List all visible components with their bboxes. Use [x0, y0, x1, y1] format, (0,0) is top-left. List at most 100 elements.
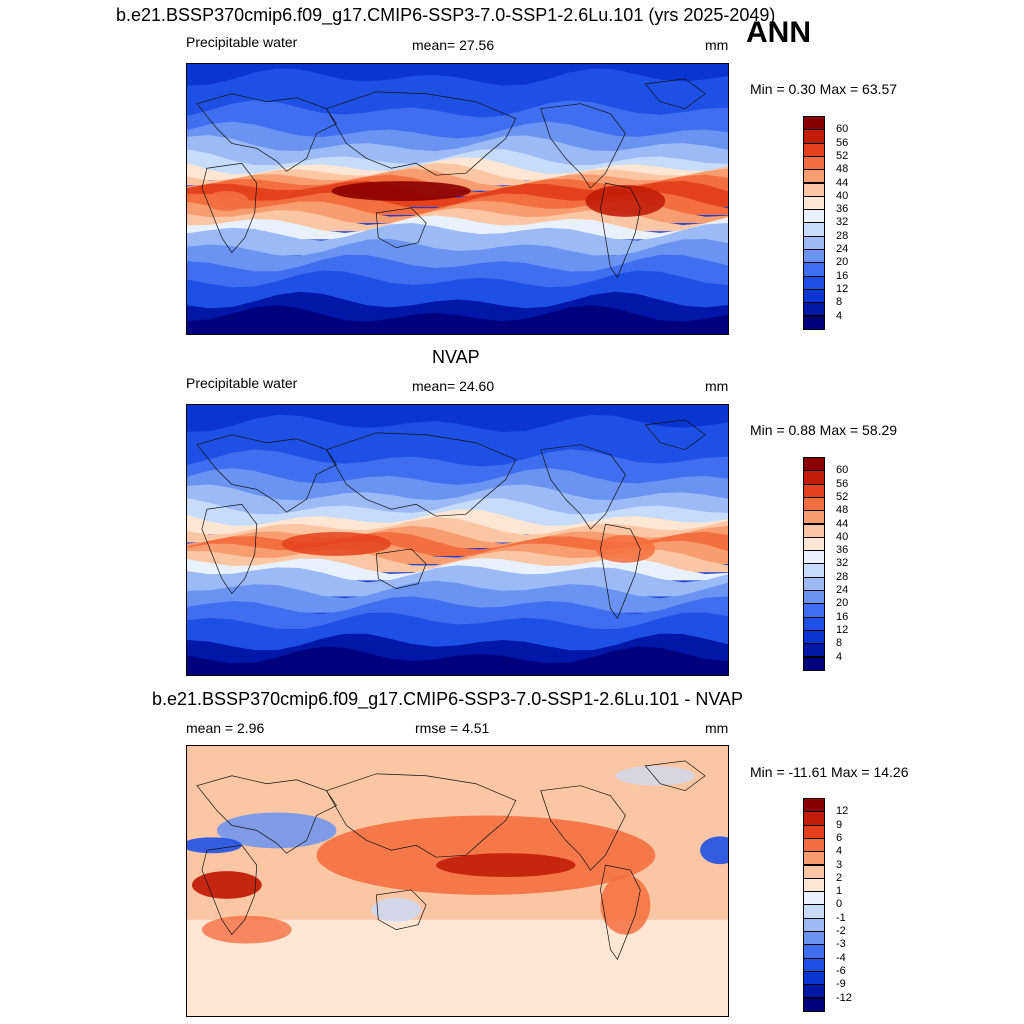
- contour-band: [187, 223, 728, 256]
- coastline: [540, 444, 626, 530]
- colorbar-swatch: [803, 837, 825, 853]
- colorbar-swatch: [803, 129, 825, 144]
- colorbar-swatch: [803, 315, 825, 330]
- colorbar-swatch: [803, 877, 825, 893]
- colorbar-swatch: [803, 249, 825, 264]
- colorbar-swatch: [803, 155, 825, 171]
- colorbar-tick-label: 2: [836, 871, 843, 884]
- colorbar-tick-label: 40: [836, 189, 849, 202]
- colorbar-tick-label: 1: [836, 885, 843, 898]
- contour-feature: [204, 191, 249, 211]
- coastline: [644, 78, 706, 110]
- contour-feature: [700, 836, 728, 865]
- colorbar-tick-label: 60: [836, 464, 849, 477]
- colorbar-swatch: [803, 302, 825, 317]
- colorbar-tick-label: 4: [836, 309, 843, 322]
- panel-2-minmax: Min = 0.88 Max = 58.29: [750, 422, 898, 438]
- colorbar-swatch: [803, 550, 825, 565]
- colorbar-tick-label: -1: [836, 911, 846, 924]
- colorbar-tick-label: 24: [836, 584, 849, 596]
- colorbar-swatch: [803, 891, 825, 906]
- colorbar-swatch: [803, 917, 825, 932]
- contour-band: [187, 596, 728, 629]
- colorbar-tick-label: 56: [836, 136, 849, 149]
- colorbar-tick-label: 36: [836, 203, 849, 216]
- panel-1-variable-label: Precipitable water: [186, 34, 298, 50]
- colorbar-tick-label: 52: [836, 490, 849, 503]
- colorbar-swatch: [803, 142, 825, 157]
- colorbar-swatch: [803, 997, 825, 1012]
- season-label: ANN: [746, 16, 811, 49]
- colorbar-tick-label: -3: [836, 938, 846, 951]
- panel-2-units-label: mm: [705, 378, 729, 394]
- coastline: [644, 419, 706, 451]
- colorbar-tick-label: 20: [836, 597, 849, 610]
- colorbar-swatch: [803, 576, 825, 591]
- coastline: [375, 207, 427, 249]
- colorbar-swatch: [803, 590, 825, 605]
- panel-3-minmax: Min = -11.61 Max = 14.26: [750, 764, 909, 780]
- coastline: [540, 785, 626, 871]
- colorbar-swatch: [803, 563, 825, 578]
- colorbar-swatch: [803, 457, 825, 472]
- contour-band: [187, 449, 728, 486]
- colorbar-swatch: [803, 851, 825, 866]
- colorbar-swatch: [803, 824, 825, 839]
- panel-2-title: NVAP: [432, 347, 480, 367]
- contour-band: [187, 100, 728, 140]
- colorbar-swatch: [803, 656, 825, 671]
- panel-1-minmax: Min = 0.30 Max = 63.57: [750, 81, 898, 97]
- colorbar-swatch: [803, 182, 825, 197]
- coastline: [644, 760, 706, 792]
- panel-3-mean-label: mean = 2.96: [186, 720, 265, 736]
- panel-1-title: b.e21.BSSP370cmip6.f09_g17.CMIP6-SSP3-7.…: [116, 5, 776, 25]
- colorbar-swatch: [803, 209, 825, 224]
- contour-feature: [600, 875, 651, 935]
- colorbar-tick-label: 16: [836, 610, 849, 623]
- colorbar-swatch: [803, 629, 825, 645]
- coastline: [196, 93, 337, 172]
- colorbar-tick-label: 24: [836, 243, 849, 255]
- contour-band: [187, 305, 728, 334]
- colorbar-tick-label: 16: [836, 269, 849, 282]
- coastline: [201, 162, 258, 254]
- coastline: [196, 775, 337, 854]
- colorbar-tick-label: 40: [836, 530, 849, 543]
- colorbar-tick-label: 52: [836, 149, 849, 162]
- contour-band: [187, 646, 728, 675]
- colorbar-tick-label: -4: [836, 951, 846, 964]
- colorbar-swatch: [803, 798, 825, 813]
- panel-3-colorbar: -12 -9 -6 -4 -3 -2 -1 0 1 2 3 4 6 9 12: [803, 798, 852, 1012]
- colorbar-tick-label: 4: [836, 845, 843, 858]
- colorbar-swatch: [803, 643, 825, 658]
- colorbar-tick-label: 32: [836, 216, 849, 229]
- contour-feature: [585, 185, 666, 217]
- panel-3-title: b.e21.BSSP370cmip6.f09_g17.CMIP6-SSP3-7.…: [152, 689, 744, 709]
- colorbar-tick-label: 48: [836, 163, 849, 176]
- colorbar-tick-label: 0: [836, 898, 843, 911]
- colorbar-swatch: [803, 864, 825, 879]
- colorbar-swatch: [803, 984, 825, 999]
- colorbar-swatch: [803, 603, 825, 618]
- contour-feature: [191, 871, 262, 899]
- panel-3-units-label: mm: [705, 720, 729, 736]
- colorbar-tick-label: 44: [836, 517, 849, 530]
- panel-1-units-label: mm: [705, 37, 729, 53]
- colorbar-tick-label: -9: [836, 978, 846, 991]
- contour-feature: [201, 915, 292, 944]
- contour-band: [187, 121, 728, 153]
- coastline: [196, 434, 337, 513]
- coastline: [600, 864, 641, 961]
- panel-3-rmse-label: rmse = 4.51: [415, 720, 490, 736]
- colorbar-tick-label: 44: [836, 176, 849, 189]
- colorbar-tick-label: 6: [836, 831, 843, 844]
- colorbar-tick-label: 60: [836, 123, 849, 136]
- coastline: [600, 182, 641, 279]
- coastline: [325, 773, 517, 858]
- colorbar-swatch: [803, 470, 825, 485]
- contour-feature: [281, 532, 392, 556]
- colorbar-tick-label: -6: [836, 964, 846, 977]
- panel-1-map: [186, 63, 729, 335]
- colorbar-tick-label: -2: [836, 925, 846, 937]
- panel-2-mean-label: mean= 24.60: [412, 378, 495, 394]
